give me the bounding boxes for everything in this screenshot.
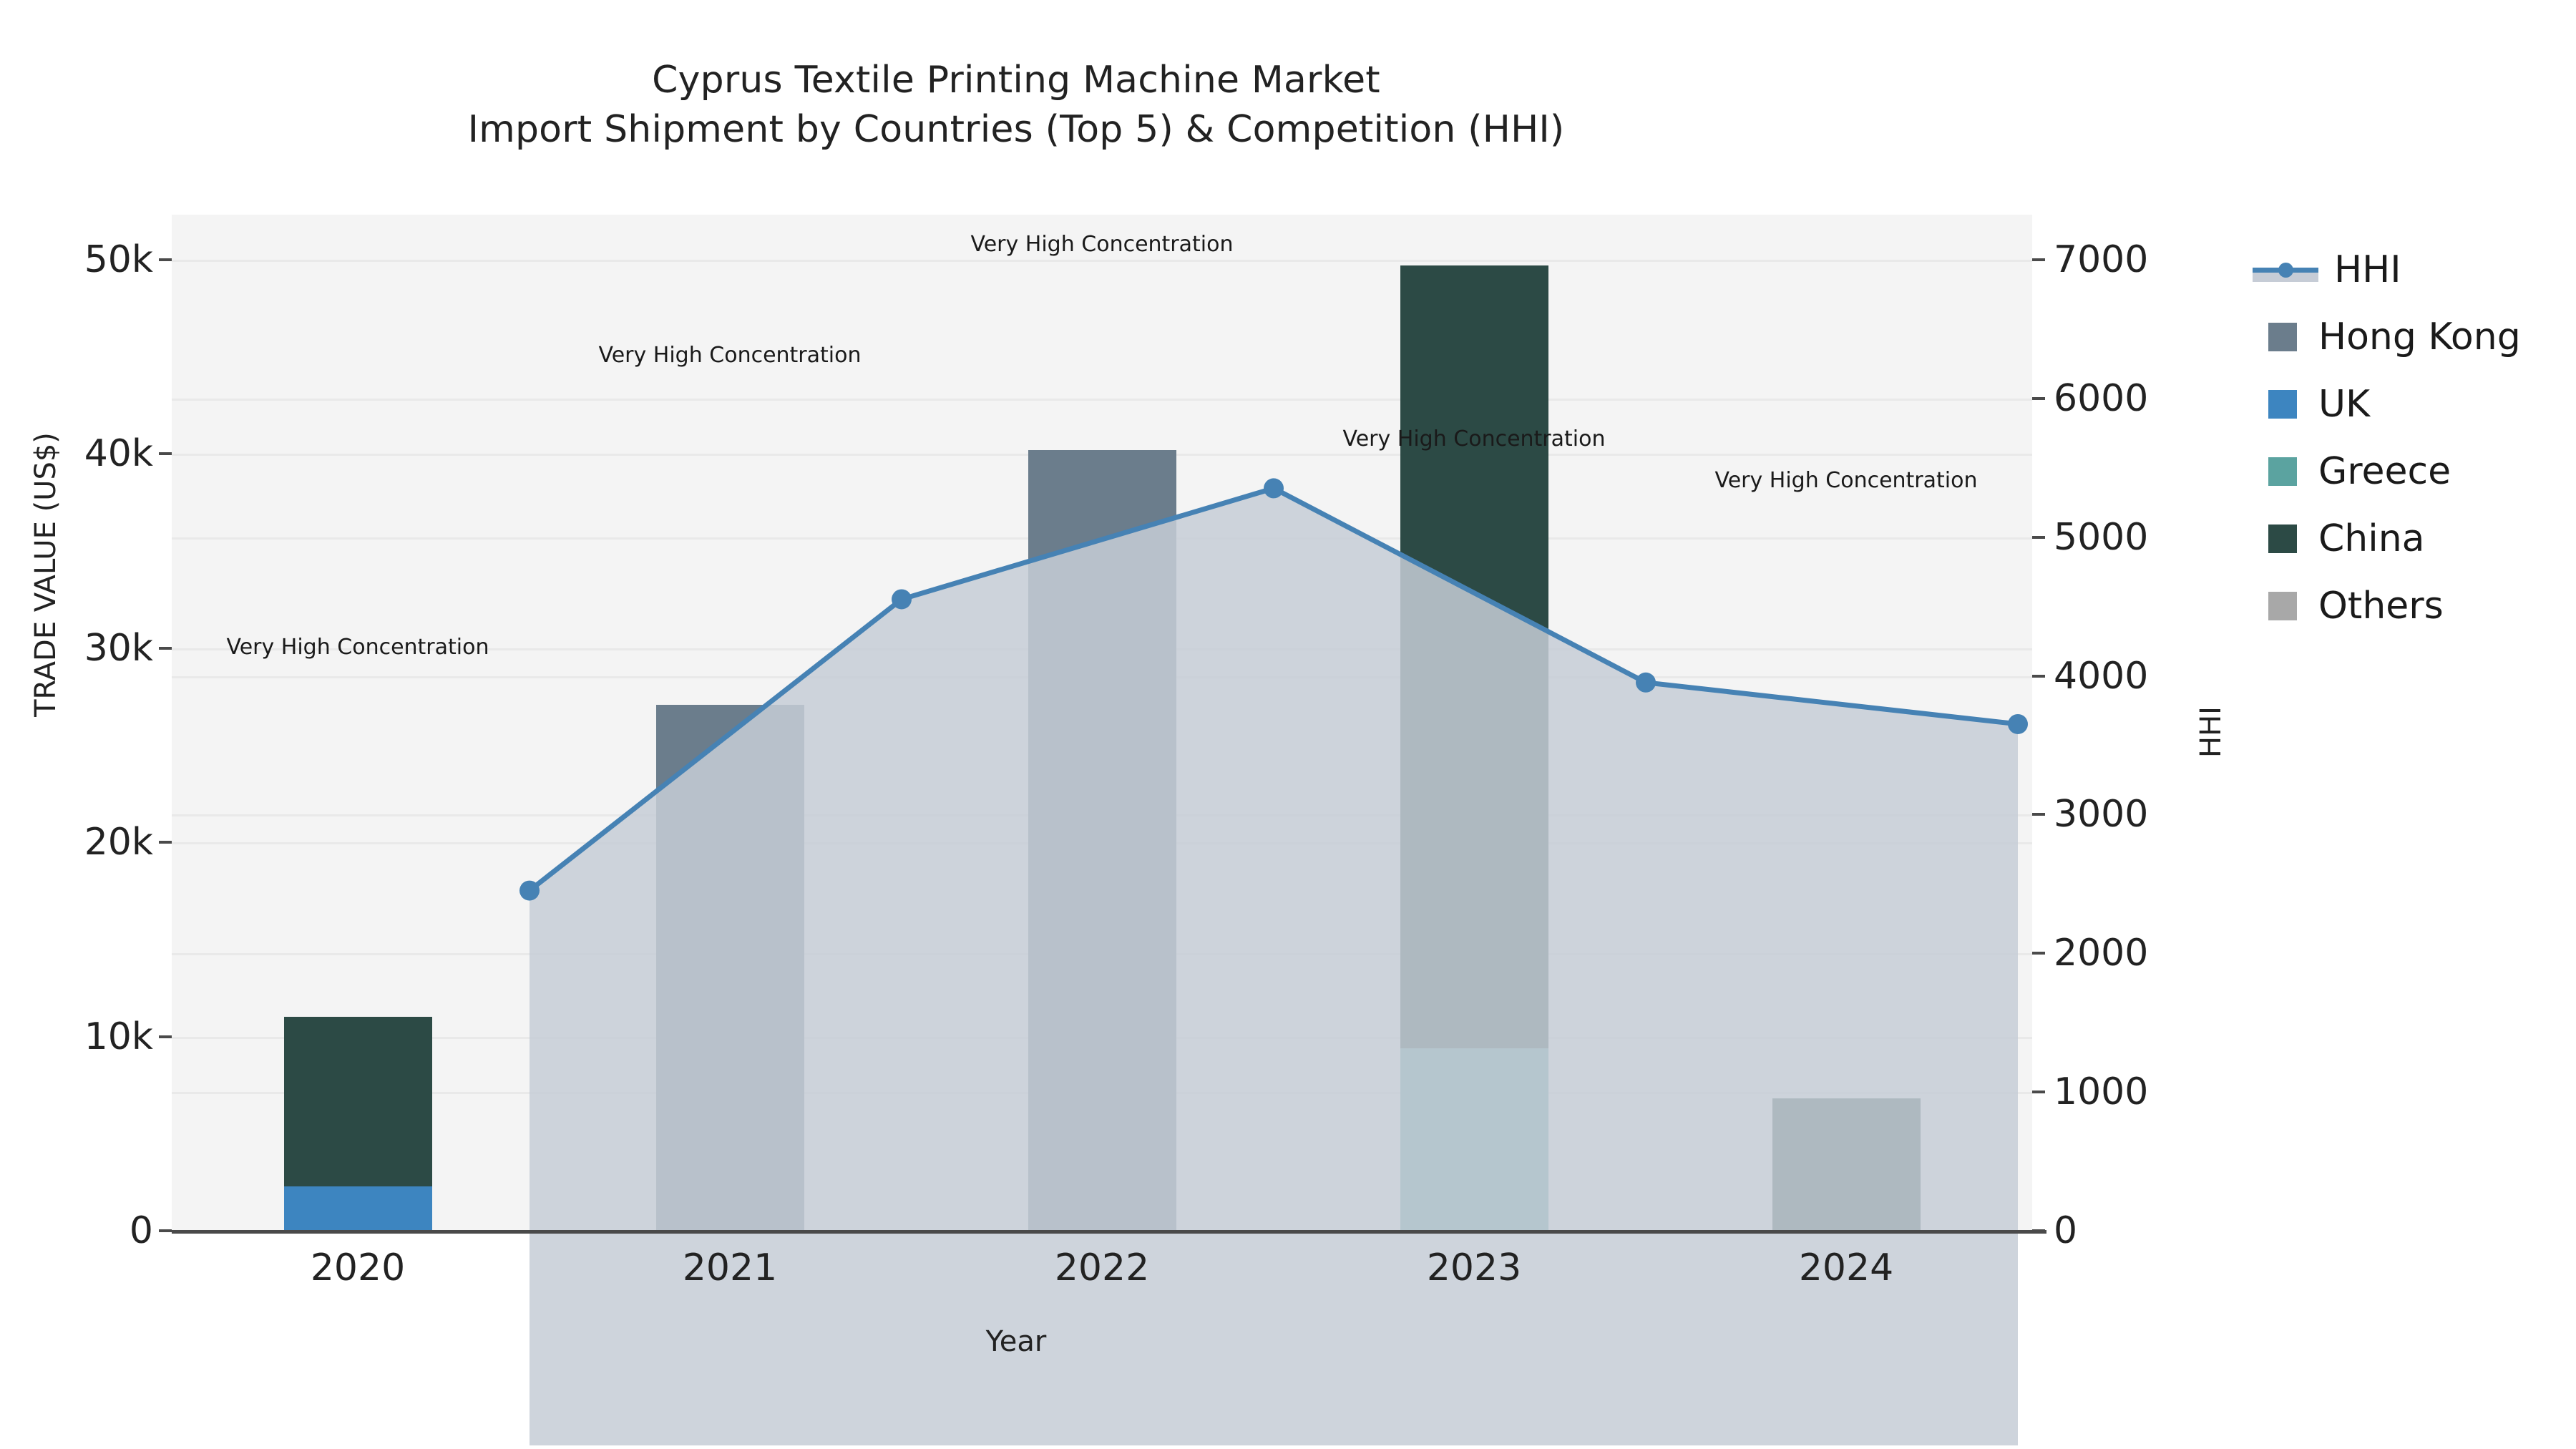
hhi-point[interactable] [519, 880, 540, 901]
y-axis-right-tick: 7000 [2054, 238, 2149, 281]
legend-label: Hong Kong [2318, 316, 2521, 358]
hhi-point[interactable] [1264, 478, 1284, 499]
y-axis-right-tick: 3000 [2054, 793, 2149, 836]
legend-label: HHI [2334, 248, 2401, 291]
tick-mark [159, 841, 172, 844]
legend-item-hhi[interactable]: HHI [2253, 236, 2560, 303]
bar-segment[interactable] [283, 1186, 432, 1231]
legend-swatch-icon [2268, 390, 2297, 419]
tick-mark [159, 1229, 172, 1232]
tick-mark [159, 1035, 172, 1038]
tick-mark [159, 258, 172, 261]
legend-swatch-icon [2268, 592, 2297, 620]
tick-mark [2032, 535, 2045, 539]
y-axis-left-tick: 40k [84, 432, 153, 476]
chart-title: Cyprus Textile Printing Machine Market I… [0, 56, 2032, 154]
bar-segment[interactable] [283, 1017, 432, 1186]
tick-mark [2032, 952, 2045, 955]
hhi-point[interactable] [1636, 672, 1656, 693]
legend-item-uk[interactable]: UK [2253, 371, 2560, 438]
legend-label: China [2318, 517, 2425, 560]
legend-item-hong-kong[interactable]: Hong Kong [2253, 303, 2560, 371]
x-axis-tick: 2021 [682, 1246, 778, 1289]
legend-item-others[interactable]: Others [2253, 572, 2560, 640]
plot-area [172, 215, 2032, 1445]
legend-swatch-icon [2268, 323, 2297, 351]
hhi-overlay [519, 478, 2028, 1445]
y-axis-left-tick: 20k [84, 821, 153, 864]
y-axis-right-tick: 6000 [2054, 376, 2149, 420]
concentration-annotation: Very High Concentration [226, 634, 489, 660]
tick-mark [2032, 674, 2045, 678]
hhi-point[interactable] [2008, 713, 2028, 734]
y-axis-right-tick: 4000 [2054, 654, 2149, 698]
concentration-annotation: Very High Concentration [970, 232, 1234, 258]
tick-mark [2032, 1229, 2045, 1232]
tick-mark [2032, 258, 2045, 261]
legend-item-greece[interactable]: Greece [2253, 438, 2560, 505]
legend-line-icon [2253, 255, 2318, 284]
y-axis-left-tick: 0 [129, 1209, 153, 1252]
y-axis-right-tick: 2000 [2054, 932, 2149, 975]
y-axis-right-tick: 0 [2054, 1209, 2078, 1252]
tick-mark [2032, 1091, 2045, 1094]
tick-mark [2032, 396, 2045, 400]
legend-swatch-icon [2268, 525, 2297, 553]
legend-item-china[interactable]: China [2253, 505, 2560, 572]
y-axis-left-tick: 10k [84, 1015, 153, 1058]
x-axis-tick: 2023 [1426, 1246, 1522, 1289]
y-axis-left-tick: 50k [84, 238, 153, 281]
tick-mark [159, 646, 172, 650]
hhi-point[interactable] [892, 589, 912, 610]
chart-title-line-2: Import Shipment by Countries (Top 5) & C… [467, 107, 1565, 151]
legend-label: Others [2318, 585, 2444, 628]
concentration-annotation: Very High Concentration [1342, 426, 1606, 452]
tick-mark [159, 452, 172, 456]
hhi-area-fill [530, 488, 2018, 1445]
tick-mark [2032, 813, 2045, 816]
legend-label: UK [2318, 383, 2371, 426]
concentration-annotation: Very High Concentration [1714, 467, 1978, 493]
x-axis-tick: 2024 [1798, 1246, 1894, 1289]
gridline [172, 260, 2032, 262]
x-axis-tick: 2022 [1054, 1246, 1150, 1289]
legend-swatch-icon [2268, 457, 2297, 486]
concentration-annotation: Very High Concentration [598, 343, 862, 369]
hhi-markers [519, 478, 2028, 901]
x-axis-tick: 2020 [310, 1246, 406, 1289]
y-axis-right-title: HHI [2195, 706, 2228, 758]
x-axis-title: Year [985, 1325, 1047, 1358]
y-axis-left-tick: 30k [84, 626, 153, 670]
chart-title-line-1: Cyprus Textile Printing Machine Market [652, 59, 1380, 102]
gridline [172, 398, 2032, 401]
y-axis-left-title: TRADE VALUE (US$) [29, 432, 62, 717]
legend-label: Greece [2318, 450, 2451, 493]
legend: HHI Hong Kong UK Greece China Others [2253, 236, 2560, 640]
y-axis-right-tick: 5000 [2054, 515, 2149, 559]
y-axis-right-tick: 1000 [2054, 1070, 2149, 1114]
x-axis-line [172, 1230, 2046, 1234]
